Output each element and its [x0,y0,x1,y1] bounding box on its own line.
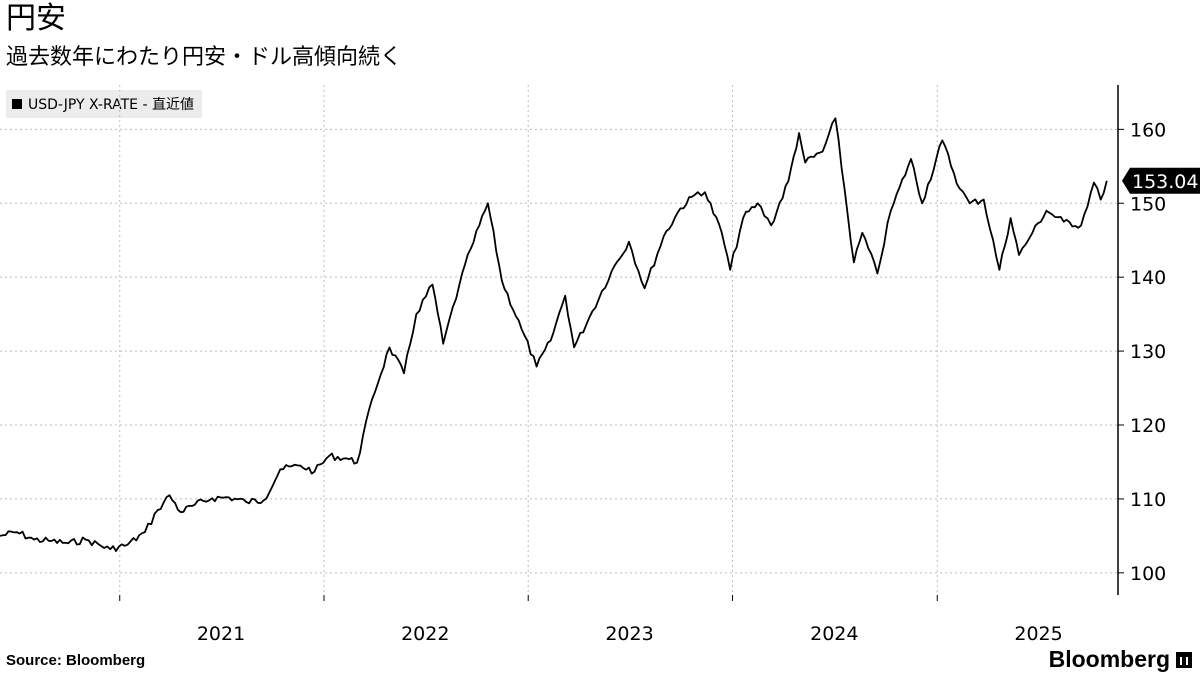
chart-subtitle: 過去数年にわたり円安・ドル高傾向続く [6,45,403,70]
legend-label: USD-JPY X-RATE - 直近値 [28,97,194,113]
last-value-flag [1122,167,1200,194]
legend-swatch [12,99,22,109]
source-note: Source: Bloomberg [6,652,146,669]
series-line [0,117,1108,552]
y-tick-label: 120 [1130,415,1166,437]
y-tick-label: 160 [1130,119,1166,141]
y-tick-label: 140 [1130,267,1166,289]
brand-wordmark: Bloomberg [1048,646,1170,672]
legend: USD-JPY X-RATE - 直近値 [6,90,202,118]
x-tick-label: 2022 [401,623,449,645]
y-tick-label: 100 [1130,563,1166,585]
y-tick-label: 130 [1130,341,1166,363]
last-value-label: 153.04 [1132,171,1198,193]
brand-logo: Bloomberg [1049,646,1192,673]
x-tick-label: 2024 [810,623,858,645]
bloomberg-icon [1176,651,1192,668]
chart-title: 円安 [6,1,66,36]
x-tick-label: 2021 [197,623,245,645]
x-tick-label: 2023 [605,623,653,645]
y-tick-label: 150 [1130,193,1166,215]
y-tick-label: 110 [1130,489,1166,511]
x-tick-label: 2025 [1014,623,1062,645]
